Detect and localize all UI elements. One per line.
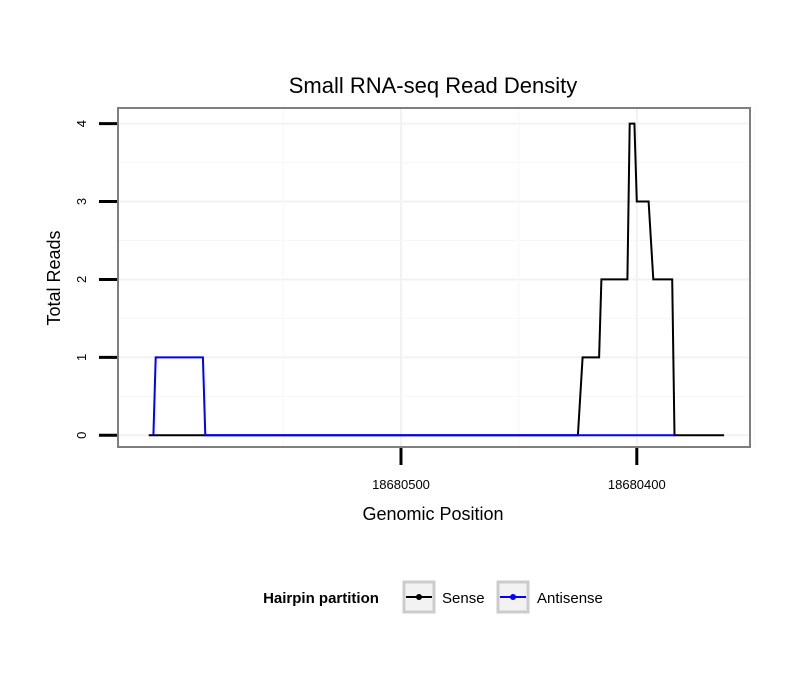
legend-item-antisense: Antisense xyxy=(496,580,603,614)
legend: Hairpin partition Sense Antisense xyxy=(263,580,603,614)
legend-title: Hairpin partition xyxy=(263,590,379,607)
legend-point-antisense xyxy=(510,594,516,600)
legend-point-sense xyxy=(416,594,422,600)
y-tick-label: 2 xyxy=(74,276,89,283)
plot-background xyxy=(118,108,750,447)
x-tick-label: 18680500 xyxy=(372,477,430,492)
y-axis-label: Total Reads xyxy=(44,230,64,325)
x-tick-label: 18680400 xyxy=(608,477,666,492)
legend-label-antisense: Antisense xyxy=(537,590,603,607)
series-line-antisense xyxy=(152,356,675,437)
y-tick-label: 0 xyxy=(74,432,89,439)
legend-label-sense: Sense xyxy=(442,590,485,607)
grid-lines xyxy=(118,108,756,447)
chart-title: Small RNA-seq Read Density xyxy=(289,73,578,98)
y-tick-label: 1 xyxy=(74,354,89,361)
plot-panel xyxy=(117,107,756,448)
series-lines xyxy=(148,122,725,437)
x-axis-ticks: 18680500 18680400 xyxy=(372,448,666,492)
plot-border xyxy=(117,107,751,448)
legend-item-sense: Sense xyxy=(402,580,485,614)
y-tick-label: 4 xyxy=(74,120,89,127)
x-axis-label: Genomic Position xyxy=(362,504,503,524)
y-tick-label: 3 xyxy=(74,198,89,205)
series-line-sense xyxy=(148,122,725,437)
y-axis-ticks: 0 1 2 3 4 xyxy=(74,120,117,439)
